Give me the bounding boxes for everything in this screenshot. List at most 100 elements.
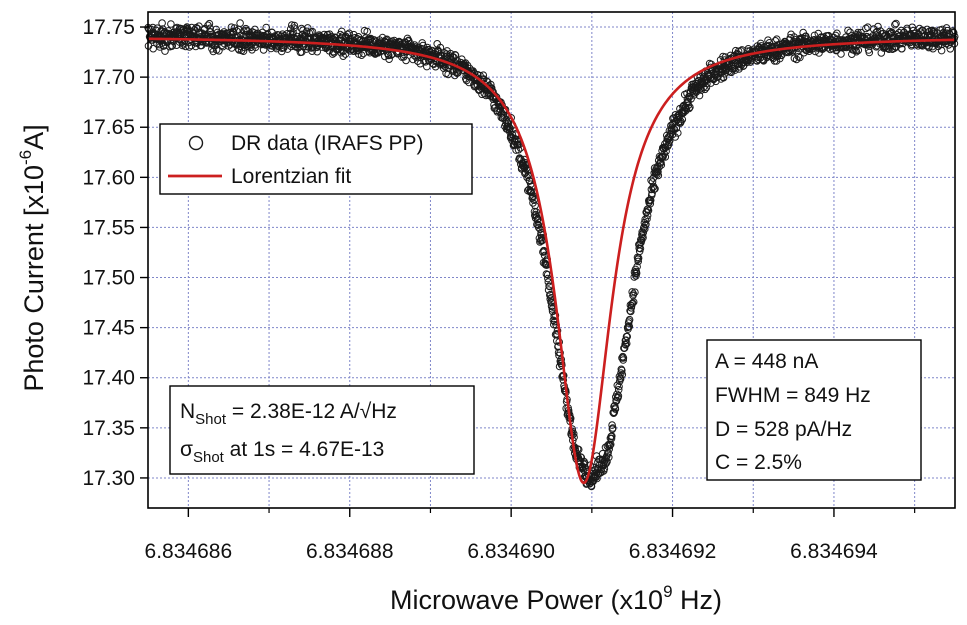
data-point (685, 93, 694, 101)
data-point (489, 88, 497, 96)
legend-label-lorentzian-fit: Lorentzian fit (231, 165, 351, 188)
data-point (642, 220, 650, 229)
data-point (559, 376, 568, 384)
data-point (854, 46, 863, 55)
fit-result-amplitude: A = 448 nA (715, 350, 818, 373)
data-point (532, 208, 541, 216)
data-point (646, 199, 655, 208)
data-point (639, 234, 647, 242)
data-point (280, 43, 288, 52)
data-point (662, 147, 670, 155)
data-point (631, 288, 639, 297)
data-point (637, 235, 645, 244)
data-point (363, 27, 372, 36)
legend: DR data (IRAFS PP) Lorentzian fit (159, 123, 473, 195)
data-point (479, 71, 488, 79)
data-point (848, 50, 856, 59)
data-point (620, 344, 629, 352)
data-point (290, 24, 298, 32)
data-point (862, 24, 870, 33)
lorentzian-fit-line (147, 37, 956, 485)
data-point (308, 47, 316, 56)
data-point (605, 445, 614, 453)
data-point (508, 130, 517, 139)
data-point (661, 153, 670, 161)
data-point (605, 453, 613, 462)
legend-box (159, 123, 473, 195)
data-point (794, 52, 803, 61)
data-point (507, 114, 516, 122)
data-point (167, 20, 175, 28)
data-point (529, 192, 538, 200)
tick-labels: 6.834686 6.834688 6.834690 6.834692 6.834694… (82, 16, 878, 563)
data-point (618, 366, 626, 375)
y-tick-label: 17.50 (82, 267, 135, 290)
data-point (628, 300, 636, 308)
data-point (674, 129, 682, 137)
data-point (621, 341, 630, 349)
data-point (544, 286, 553, 294)
data-point (602, 454, 610, 462)
data-point (857, 28, 865, 37)
data-point (644, 206, 653, 215)
fit-result-discriminant: D = 528 pA/Hz (715, 418, 852, 441)
x-tick-label: 6.834692 (629, 540, 717, 563)
data-point (289, 29, 297, 37)
y-tick-label: 17.40 (82, 367, 135, 390)
fit-result-contrast: C = 2.5% (715, 451, 802, 474)
data-point (614, 386, 623, 394)
fit-result-fwhm: FWHM = 849 Hz (715, 384, 871, 407)
data-point (648, 178, 657, 186)
data-point (381, 37, 389, 46)
data-point (629, 298, 638, 306)
data-point (655, 163, 663, 171)
data-point (303, 27, 311, 36)
data-point (625, 315, 634, 324)
data-point (158, 19, 166, 27)
data-point (402, 56, 410, 65)
data-point (149, 44, 157, 53)
data-point (524, 171, 532, 180)
data-point (600, 464, 609, 473)
x-tick-label: 6.834694 (790, 540, 878, 563)
data-point (236, 19, 244, 27)
data-point (611, 405, 620, 413)
data-point (682, 105, 691, 113)
y-tick-label: 17.65 (82, 116, 135, 139)
data-point (513, 136, 521, 144)
data-point (654, 171, 663, 180)
x-tick-label: 6.834688 (306, 540, 394, 563)
data-point (686, 103, 694, 111)
data-point (735, 63, 744, 71)
data-point (616, 375, 625, 383)
data-point (608, 421, 616, 429)
x-tick-label: 6.834690 (467, 540, 555, 563)
plot-frame (147, 11, 956, 509)
x-tick-label: 6.834686 (145, 540, 233, 563)
data-point (593, 474, 601, 483)
axis-ticks (140, 26, 916, 517)
data-point (908, 23, 917, 32)
data-point (541, 260, 550, 269)
data-point (647, 176, 655, 185)
fit-results-annotation: A = 448 nA FWHM = 849 Hz D = 528 pA/Hz C… (706, 339, 922, 481)
data-point (852, 47, 861, 56)
data-point (891, 20, 899, 29)
data-point (603, 457, 611, 466)
data-point (874, 22, 882, 31)
data-point (719, 73, 728, 82)
data-point (615, 382, 623, 391)
data-point (337, 27, 346, 36)
data-point (205, 19, 214, 28)
noise-line-1: NShot = 2.38E-12 A/√Hz (180, 400, 397, 428)
data-point (636, 240, 644, 248)
data-point (865, 48, 874, 57)
data-point (653, 167, 662, 175)
noise-annotation-box (169, 385, 475, 475)
data-point (623, 332, 632, 341)
y-axis-title: Photo Current [x10-6A] (16, 124, 49, 391)
data-point (546, 295, 555, 303)
data-point (570, 433, 578, 442)
